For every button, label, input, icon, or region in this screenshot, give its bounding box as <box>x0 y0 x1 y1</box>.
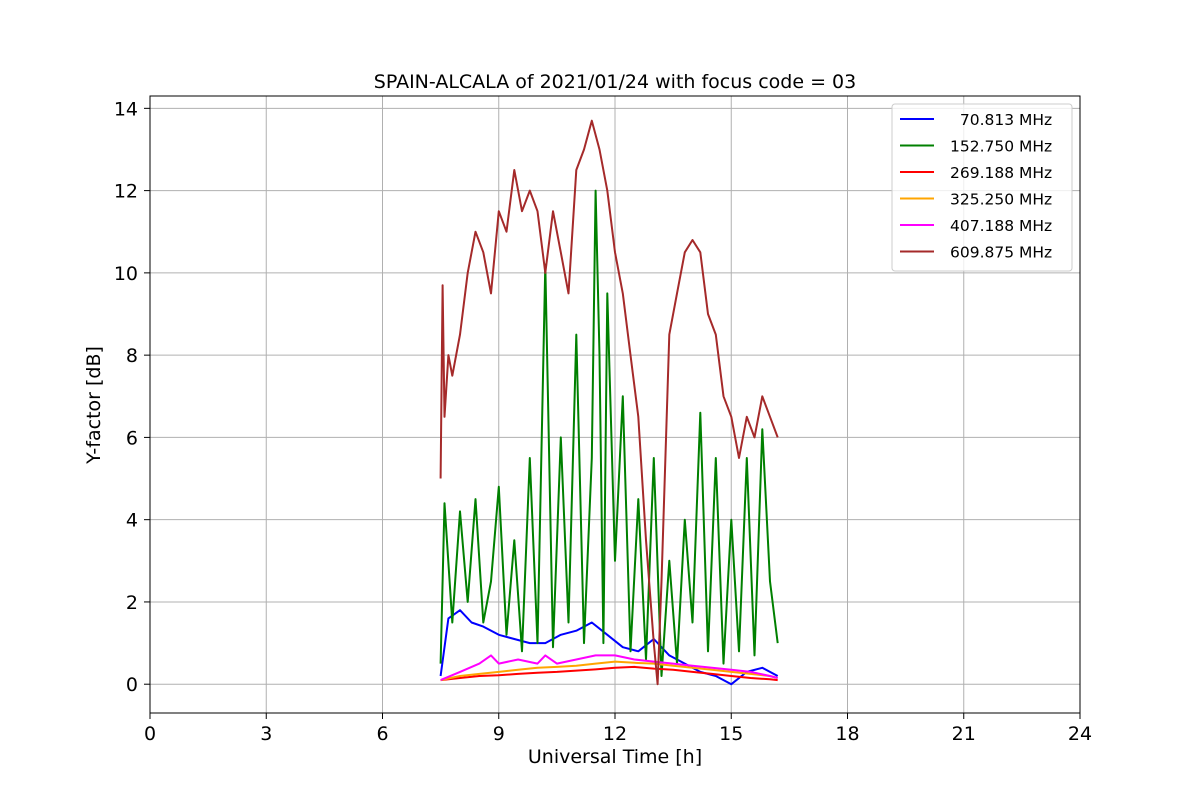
series-line-4 <box>440 654 778 682</box>
y-tick-label: 14 <box>114 98 138 120</box>
series-line-1 <box>439 189 779 677</box>
legend-label-1: 152.750 MHz <box>950 138 1052 156</box>
chart-title: SPAIN-ALCALA of 2021/01/24 with focus co… <box>374 71 856 93</box>
x-tick-label: 6 <box>376 723 388 745</box>
y-axis-label: Y-factor [dB] <box>83 346 105 465</box>
legend-label-3: 325.250 MHz <box>950 191 1052 209</box>
legend-label-0: 70.813 MHz <box>950 111 1052 129</box>
series-line-5 <box>439 119 779 686</box>
y-tick-label: 6 <box>126 427 138 449</box>
x-tick-label: 21 <box>952 723 976 745</box>
x-tick-label: 0 <box>144 723 156 745</box>
legend: 70.813 MHz 152.750 MHz 269.188 MHz 325.250 … <box>891 103 1073 272</box>
x-tick-label: 3 <box>260 723 272 745</box>
y-tick-label: 12 <box>114 181 138 203</box>
y-ticks: 0 2 4 6 8 10 12 14 <box>114 98 150 696</box>
y-tick-label: 8 <box>126 345 138 367</box>
legend-label-2: 269.188 MHz <box>950 164 1052 182</box>
y-tick-label: 4 <box>126 510 138 532</box>
x-ticks: 0 3 6 9 12 15 18 21 24 <box>144 713 1092 745</box>
series-line-0 <box>439 609 779 686</box>
series-layer <box>439 119 779 686</box>
legend-label-4: 407.188 MHz <box>950 217 1052 235</box>
legend-box <box>891 103 1073 272</box>
y-tick-label: 0 <box>126 674 138 696</box>
x-tick-label: 15 <box>719 723 743 745</box>
x-tick-label: 18 <box>835 723 859 745</box>
legend-label-5: 609.875 MHz <box>950 244 1052 262</box>
y-tick-label: 10 <box>114 263 138 285</box>
x-tick-label: 12 <box>603 723 627 745</box>
series-line-3 <box>440 660 778 682</box>
x-axis-label: Universal Time [h] <box>528 746 702 768</box>
x-tick-label: 24 <box>1068 723 1092 745</box>
grid-layer <box>149 96 1081 713</box>
series-line-2 <box>440 665 778 682</box>
x-tick-label: 9 <box>493 723 505 745</box>
y-tick-label: 2 <box>126 592 138 614</box>
